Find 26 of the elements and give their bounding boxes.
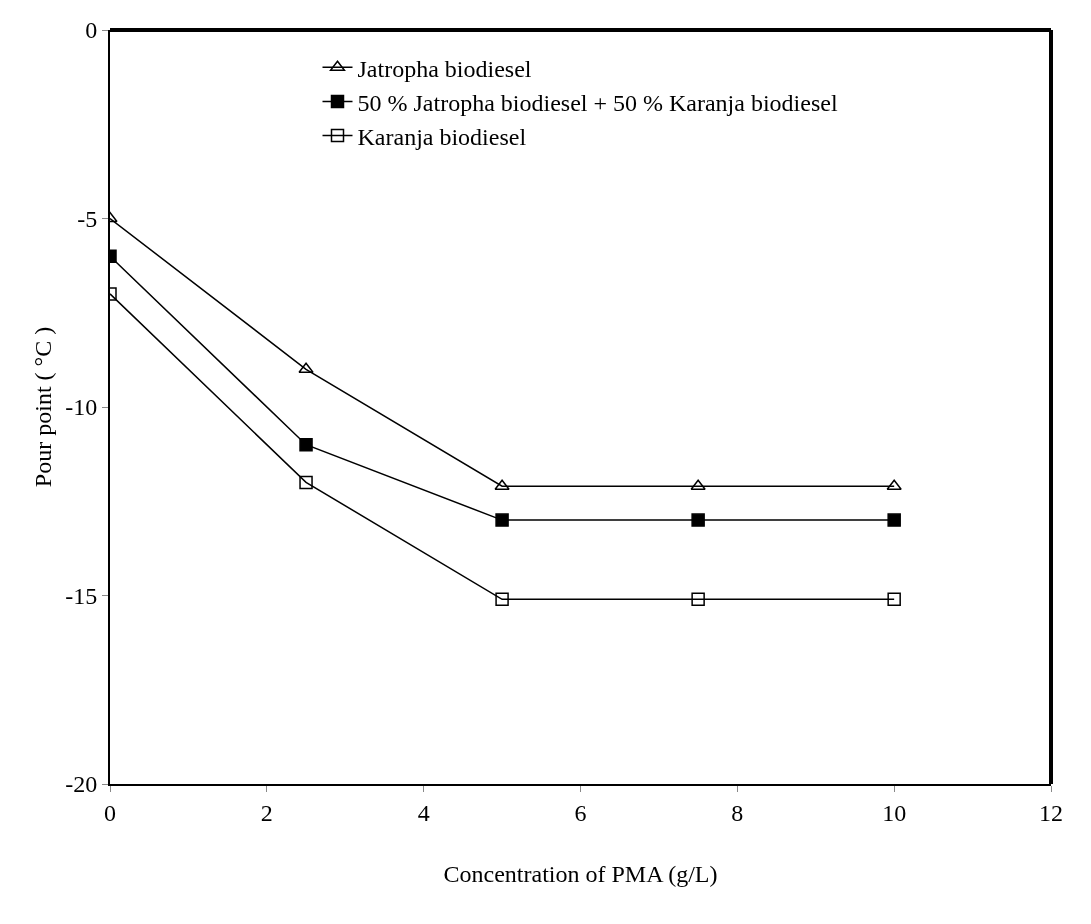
y-tick-label: -20 (65, 771, 98, 798)
x-tick-label: 12 (1039, 799, 1063, 826)
point (691, 592, 705, 607)
y-tick-label: -5 (77, 205, 98, 232)
point (887, 592, 901, 607)
point (887, 513, 901, 527)
y-tick-label: -15 (65, 582, 98, 609)
point (495, 513, 509, 527)
point (298, 362, 314, 374)
y-tick-label: -10 (65, 394, 98, 421)
legend-label: 50 % Jatropha biodiesel + 50 % Karanja biodiesel (357, 89, 838, 116)
point (299, 475, 313, 490)
point (495, 592, 509, 607)
x-tick-label: 6 (574, 799, 587, 826)
y-tick-label: 0 (85, 17, 98, 44)
y-axis-title: Pour point ( °C ) (30, 326, 56, 488)
x-tick-label: 8 (731, 799, 744, 826)
legend-label: Jatropha biodiesel (357, 55, 532, 82)
legend-label: Karanja biodiesel (357, 123, 527, 150)
point (299, 437, 313, 452)
x-axis-title: Concentration of PMA (g/L) (443, 860, 718, 887)
x-tick-label: 4 (417, 799, 430, 826)
x-tick-label: 2 (260, 799, 273, 826)
point (691, 513, 705, 527)
x-tick-label: 10 (882, 799, 907, 826)
x-tick-label: 0 (104, 799, 116, 826)
